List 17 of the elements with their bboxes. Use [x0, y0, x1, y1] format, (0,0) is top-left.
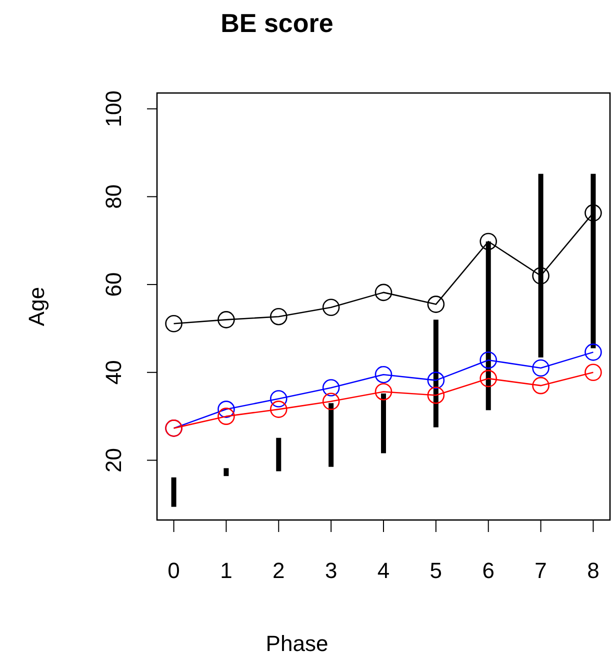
x-axis-title: Phase: [266, 631, 328, 656]
y-tick-label: 80: [100, 184, 126, 209]
y-tick-label: 60: [100, 272, 126, 297]
y-axis-title: Age: [24, 286, 49, 326]
x-tick-label: 8: [587, 558, 600, 583]
y-tick-label: 40: [100, 360, 126, 385]
x-tick-label: 5: [430, 558, 442, 583]
x-tick-label: 4: [377, 558, 390, 583]
y-tick-label: 100: [100, 90, 126, 128]
x-tick-label: 6: [482, 558, 494, 583]
x-tick-label: 2: [272, 558, 285, 583]
x-tick-label: 3: [324, 558, 338, 583]
y-tick-label: 20: [100, 448, 126, 472]
x-tick-label: 1: [220, 558, 232, 583]
x-tick-label: 0: [168, 558, 180, 583]
chart-title: BE score: [220, 8, 334, 38]
x-tick-label: 7: [534, 558, 547, 583]
